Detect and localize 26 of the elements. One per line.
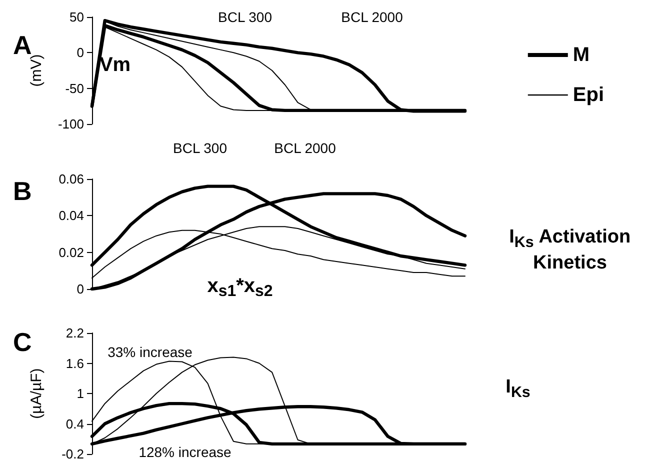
y-tick-label: 0.02	[58, 244, 84, 260]
y-tick-label: 0.06	[58, 172, 84, 186]
legend-label: M	[572, 44, 590, 66]
y-tick-label: 0.4	[66, 416, 84, 432]
y-tick-label: 0	[76, 282, 84, 296]
annotation: BCL 300	[218, 9, 272, 25]
annotation: 33% increase	[108, 344, 193, 360]
annotation: BCL 2000	[341, 9, 404, 25]
y-tick-label: 50	[70, 10, 84, 24]
y-tick-label: 1.6	[66, 356, 84, 371]
y-axis-title: (µA/µF)	[28, 368, 45, 419]
annotation: Vm	[99, 54, 131, 76]
y-tick-label: -100	[58, 116, 84, 132]
text: BCL 300	[173, 140, 228, 156]
y-tick-label: 1	[76, 386, 84, 401]
y-tick-label: 0	[76, 45, 84, 60]
chart-title: C	[13, 327, 32, 357]
y-axis-title: (mV)	[28, 54, 45, 87]
annotation: 128% increase	[138, 444, 232, 460]
y-tick-label: 2.2	[66, 326, 84, 340]
y-tick-label: -0.2	[62, 446, 84, 462]
y-tick-label: 0.04	[58, 208, 84, 224]
text: BCL 2000	[274, 140, 336, 156]
y-tick-label: -50	[65, 80, 84, 96]
legend-label: Epi	[572, 84, 604, 106]
chart-title: B	[13, 176, 32, 206]
